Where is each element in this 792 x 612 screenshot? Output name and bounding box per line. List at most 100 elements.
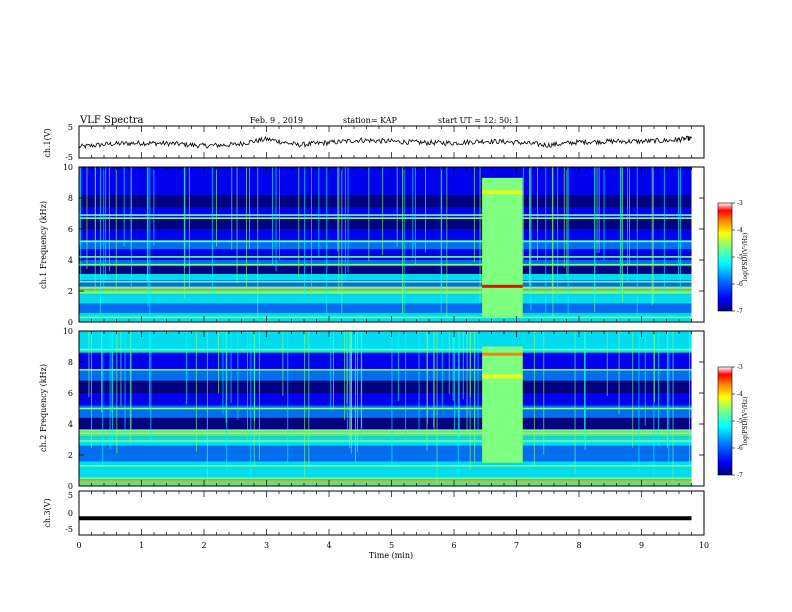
spectrogram-streak bbox=[338, 167, 340, 294]
ch3-frame bbox=[78, 490, 705, 536]
spectrogram-streak bbox=[311, 167, 312, 296]
time-tick-label: 8 bbox=[576, 541, 581, 550]
spectrogram-streak bbox=[349, 331, 351, 448]
spectrogram-streak bbox=[236, 167, 238, 284]
spectrogram-tone-line bbox=[79, 477, 692, 480]
spectrogram-band bbox=[79, 280, 692, 287]
spectrogram-streak bbox=[346, 331, 348, 430]
spectrogram-streak bbox=[333, 331, 334, 410]
time-tick-label: 2 bbox=[201, 541, 206, 550]
spectrogram-streak bbox=[123, 167, 125, 247]
ch3-ytick-5: 5 bbox=[68, 491, 73, 500]
station-label: station= KAP bbox=[343, 116, 398, 125]
ch1-ytick-5: 5 bbox=[68, 123, 73, 132]
spectrogram-ytick-label: 10 bbox=[63, 327, 73, 336]
spectrogram-streak bbox=[222, 331, 224, 414]
spectrogram-streak bbox=[109, 331, 111, 449]
colorbar-tick-label: -3 bbox=[737, 364, 743, 371]
spectrogram-streak bbox=[88, 331, 90, 398]
spectrogram-streak bbox=[457, 331, 459, 481]
colorbar-tick-label: -5 bbox=[737, 254, 743, 261]
spectrogram-streak bbox=[651, 167, 653, 306]
spectrogram-streak bbox=[469, 331, 471, 470]
ch3-voltage-panel: 5 -5 ch.3(V) bbox=[43, 490, 705, 536]
spectrogram-streak bbox=[452, 331, 454, 401]
spectrogram-band bbox=[79, 369, 692, 381]
spectrogram-band bbox=[79, 380, 692, 393]
spectrogram-ytick-label: 6 bbox=[68, 225, 73, 234]
date-label: Feb. 9 , 2019 bbox=[250, 116, 303, 125]
spectrogram-streak bbox=[398, 331, 399, 401]
spectrogram-streak bbox=[629, 167, 630, 264]
spectrogram-band bbox=[79, 303, 692, 313]
spectrogram-tone-line bbox=[79, 479, 692, 481]
spectrogram-streak bbox=[391, 331, 393, 466]
spectrogram-streak bbox=[115, 167, 117, 290]
spectrogram-streak bbox=[108, 167, 110, 272]
spectrogram-streak bbox=[249, 167, 250, 249]
spectrogram-tone-line bbox=[79, 288, 692, 291]
spectrogram-streak bbox=[622, 167, 623, 302]
spectrogram-streak bbox=[606, 331, 608, 397]
spectrogram-streak bbox=[620, 167, 621, 296]
spectrogram-ytick-label: 6 bbox=[68, 389, 73, 398]
time-axis-label: Time (min) bbox=[369, 551, 413, 560]
spectrogram-tone-line bbox=[79, 280, 692, 283]
spectrogram-streak bbox=[272, 167, 273, 266]
spectrogram-streak bbox=[103, 167, 105, 287]
spectrogram-streak bbox=[347, 167, 349, 273]
spectrogram-streak bbox=[433, 331, 435, 433]
spectrogram-tone-line bbox=[79, 440, 692, 442]
spectrogram-band bbox=[79, 352, 692, 370]
spectrogram-streak bbox=[124, 331, 126, 438]
time-tick-label: 10 bbox=[699, 541, 709, 550]
spectrogram-streak bbox=[462, 331, 464, 400]
spectrogram-streak bbox=[441, 331, 443, 411]
spectrogram-streak bbox=[653, 331, 655, 477]
spectrogram-tone-line bbox=[79, 217, 692, 219]
spectrogram-band bbox=[79, 405, 692, 418]
spectrogram-streak bbox=[304, 167, 306, 296]
spectrogram-tone-line bbox=[79, 432, 692, 435]
spectrogram-band bbox=[79, 331, 692, 353]
spectrogram-band bbox=[79, 445, 692, 462]
spectrogram-band bbox=[79, 260, 692, 267]
spectrogram-streak bbox=[120, 331, 122, 407]
spectrogram-ytick-label: 4 bbox=[68, 256, 73, 265]
spectrogram-streak bbox=[678, 167, 679, 275]
spectrogram-streak bbox=[298, 167, 300, 278]
spectrogram-streak bbox=[186, 331, 187, 405]
spectrogram-streak bbox=[211, 167, 213, 294]
spectrogram-tone-line bbox=[79, 429, 692, 431]
spectrogram-streak bbox=[672, 331, 674, 481]
spectrogram-streak bbox=[287, 331, 289, 463]
spectrogram-streak bbox=[441, 167, 443, 291]
time-tick-label: 1 bbox=[139, 541, 144, 550]
spectrogram-streak bbox=[666, 331, 668, 448]
spectrogram-streak bbox=[689, 331, 690, 466]
colorbar-tick-label: -6 bbox=[737, 281, 743, 288]
spectrogram-streak bbox=[552, 167, 554, 319]
time-tick-label: 9 bbox=[639, 541, 644, 550]
spectrogram-streak bbox=[644, 331, 646, 426]
spectrogram-streak bbox=[130, 331, 132, 431]
spectrogram-bright-band bbox=[482, 190, 523, 195]
spectrogram-streak bbox=[446, 167, 448, 318]
spectrogram-streak bbox=[440, 167, 442, 313]
ch1-spectrogram-ylabel-line1: ch.1 Frequency (kHz) bbox=[39, 201, 48, 289]
spectrogram-streak bbox=[231, 167, 233, 250]
spectrogram-streak bbox=[638, 331, 640, 472]
spectrogram-streak bbox=[448, 331, 450, 394]
spectrogram-streak bbox=[654, 331, 655, 403]
colorbar-1 bbox=[717, 202, 733, 312]
spectrogram-streak bbox=[344, 167, 346, 281]
spectrogram-streak bbox=[477, 331, 479, 433]
ch1-spectrogram bbox=[79, 167, 692, 322]
spectrogram-streak bbox=[618, 331, 620, 415]
time-tick-label: 0 bbox=[76, 541, 81, 550]
spectrogram-streak bbox=[102, 331, 104, 466]
spectrogram-bright-band bbox=[482, 374, 523, 379]
spectrogram-ytick-label: 2 bbox=[68, 451, 73, 460]
spectrogram-ytick-label: 8 bbox=[68, 194, 73, 203]
